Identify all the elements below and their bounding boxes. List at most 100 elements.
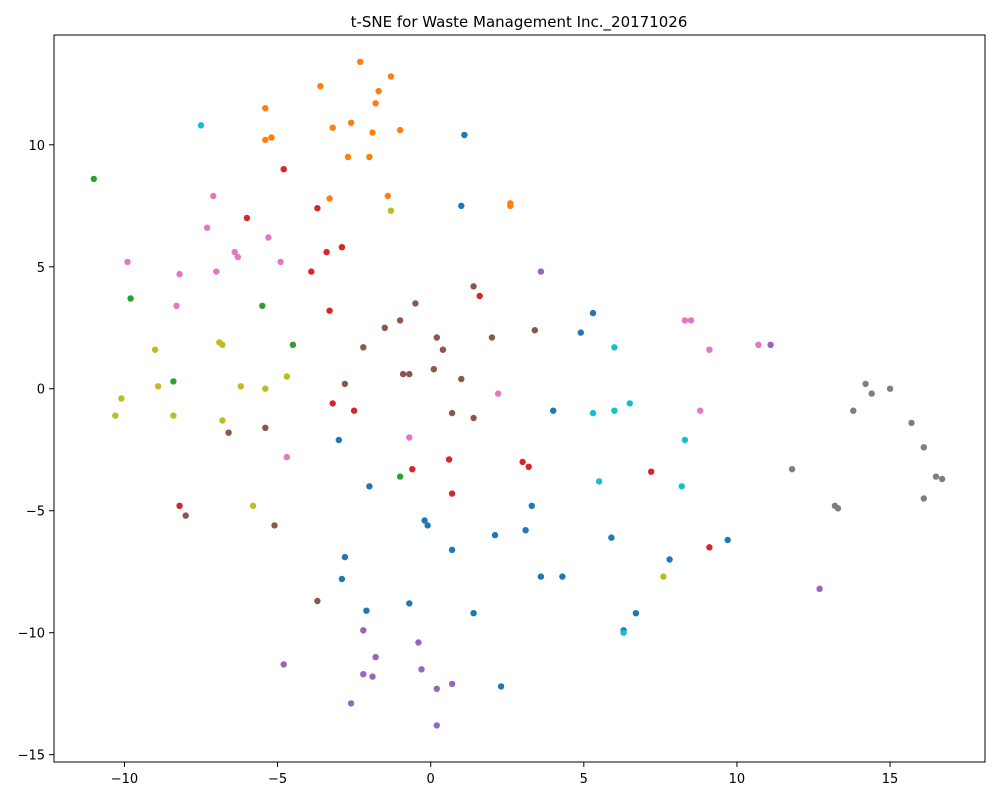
scatter-point-series-7 [938, 475, 946, 483]
scatter-point-series-6 [283, 453, 290, 461]
scatter-point-series-0 [366, 483, 373, 490]
scatter-point-series-8 [660, 573, 667, 580]
scatter-point-series-5 [470, 283, 477, 290]
scatter-point-series-5 [488, 334, 496, 341]
scatter-point-series-2 [127, 295, 134, 302]
x-tick-label: −5 [268, 772, 287, 787]
scatter-point-series-0 [470, 610, 477, 617]
scatter-point-series-6 [277, 258, 284, 266]
scatter-point-series-7 [868, 390, 875, 397]
scatter-point-series-7 [920, 495, 927, 502]
scatter-point-series-9 [620, 629, 627, 636]
scatter-point-series-6 [173, 302, 180, 309]
y-tick-label: 5 [37, 261, 45, 276]
scatter-point-series-0 [406, 600, 413, 607]
scatter-point-series-0 [363, 607, 370, 614]
scatter-point-series-0 [448, 546, 456, 553]
scatter-point-series-4 [347, 700, 355, 707]
scatter-point-series-7 [850, 407, 857, 414]
scatter-point-series-1 [262, 136, 269, 144]
scatter-point-series-6 [681, 317, 689, 324]
scatter-point-series-7 [932, 473, 940, 480]
plot-area-frame [53, 34, 986, 763]
scatter-point-series-5 [182, 512, 189, 519]
y-tick-label: −10 [18, 627, 45, 642]
scatter-point-series-7 [920, 444, 927, 451]
scatter-point-series-4 [372, 653, 379, 661]
scatter-point-series-5 [470, 414, 477, 422]
scatter-point-series-6 [697, 407, 704, 414]
scatter-point-series-2 [259, 302, 266, 309]
scatter-point-series-7 [862, 380, 869, 388]
scatter-point-series-3 [329, 400, 336, 407]
scatter-point-series-0 [497, 683, 505, 690]
x-axis-ticks: −10 −5 0 5 10 15 [111, 762, 899, 787]
scatter-point-series-0 [589, 309, 597, 317]
x-tick-label: −10 [111, 772, 138, 787]
scatter-point-series-4 [448, 680, 456, 688]
scatter-point-series-3 [476, 292, 483, 300]
scatter-point-series-0 [550, 407, 557, 414]
scatter-point-series-9 [626, 400, 633, 407]
scatter-point-series-8 [249, 502, 257, 509]
scatter-point-series-8 [170, 412, 177, 419]
x-tick-label: 15 [882, 772, 899, 787]
scatter-point-series-5 [448, 409, 456, 417]
scatter-point-series-0 [341, 553, 349, 561]
scatter-point-series-2 [396, 473, 404, 480]
scatter-point-series-6 [755, 341, 762, 348]
scatter-point-series-6 [210, 192, 217, 200]
scatter-point-series-7 [908, 419, 915, 427]
scatter-point-series-4 [415, 639, 422, 646]
scatter-point-series-0 [608, 534, 615, 541]
scatter-point-series-1 [375, 87, 382, 95]
scatter-point-series-3 [280, 166, 287, 173]
scatter-point-series-3 [409, 466, 416, 473]
scatter-point-series-1 [326, 195, 333, 202]
scatter-point-series-1 [369, 129, 376, 136]
scatter-point-series-1 [344, 153, 352, 161]
scatter-point-series-5 [439, 346, 447, 353]
scatter-point-series-5 [406, 370, 413, 378]
scatter-point-series-0 [424, 522, 431, 529]
scatter-point-series-0 [338, 575, 346, 583]
scatter-point-series-6 [265, 234, 272, 241]
scatter-point-series-1 [507, 202, 514, 209]
scatter-point-series-5 [531, 327, 538, 334]
scatter-point-series-7 [788, 466, 796, 473]
scatter-point-series-0 [335, 436, 342, 444]
scatter-point-series-1 [357, 58, 364, 65]
scatter-point-series-8 [112, 412, 119, 419]
scatter-point-series-6 [687, 317, 695, 324]
scatter-point-series-1 [387, 73, 395, 80]
scatter-point-series-3 [350, 407, 358, 414]
scatter-point-series-8 [262, 385, 269, 392]
x-tick-label: 10 [729, 772, 746, 787]
scatter-point-series-4 [433, 685, 440, 692]
scatter-point-series-7 [834, 505, 842, 512]
scatter-point-series-5 [262, 424, 269, 431]
scatter-point-series-3 [338, 244, 346, 251]
scatter-point-series-6 [234, 253, 241, 261]
scatter-point-series-3 [706, 544, 713, 551]
scatter-point-series-3 [176, 502, 183, 509]
scatter-point-series-1 [347, 119, 355, 127]
scatter-point-series-5 [433, 334, 440, 341]
scatter-point-series-3 [326, 307, 333, 314]
scatter-point-series-8 [387, 207, 395, 214]
x-tick-label: 0 [427, 772, 435, 787]
scatter-point-series-1 [262, 105, 269, 112]
scatter-point-series-6 [124, 258, 131, 266]
scatter-point-series-3 [448, 490, 456, 497]
scatter-point-series-4 [537, 268, 545, 275]
scatter-point-series-5 [314, 597, 321, 605]
scatter-point-series-4 [767, 341, 774, 348]
scatter-point-series-6 [213, 268, 220, 275]
chart-title: t-SNE for Waste Management Inc._20171026 [351, 13, 688, 32]
scatter-point-series-9 [197, 122, 205, 129]
scatter-point-series-8 [219, 417, 226, 424]
scatter-point-series-5 [396, 317, 404, 324]
scatter-point-series-8 [118, 395, 125, 402]
y-tick-label: −5 [26, 505, 45, 520]
y-tick-label: 10 [28, 139, 45, 154]
